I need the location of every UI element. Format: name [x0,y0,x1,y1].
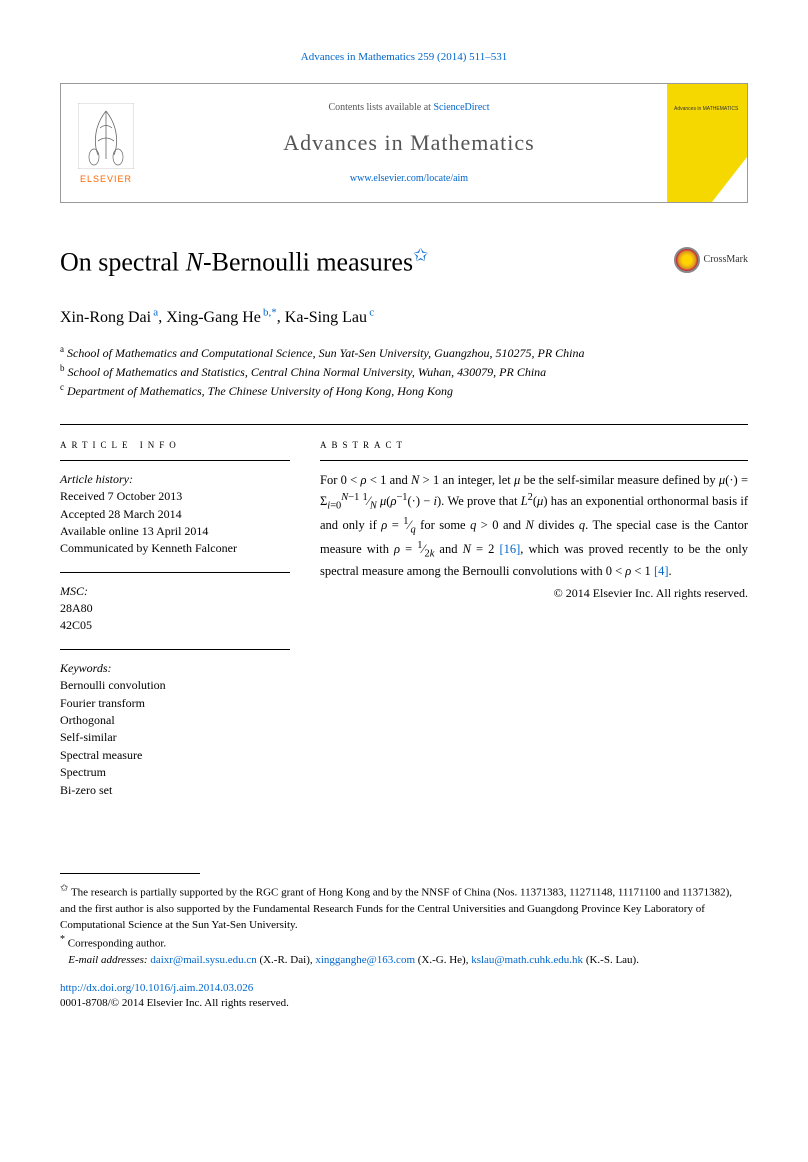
issn-copyright: 0001-8708/© 2014 Elsevier Inc. All right… [60,997,289,1009]
affiliation-list: a School of Mathematics and Computationa… [60,343,748,400]
abstract-copyright: © 2014 Elsevier Inc. All rights reserved… [320,585,748,602]
elsevier-logo[interactable]: ELSEVIER [61,84,151,202]
keywords-block: Keywords: Bernoulli convolutionFourier t… [60,660,290,799]
publisher-center: Contents lists available at ScienceDirec… [151,84,667,202]
contents-prefix: Contents lists available at [328,102,433,113]
divider [60,572,290,573]
history-line: Available online 13 April 2014 [60,523,290,540]
email-label: E-mail addresses: [68,954,147,966]
email-link[interactable]: xingganghe@163.com [315,954,415,966]
corr-mark: * [60,934,65,945]
funding-star-icon[interactable]: ✩ [413,245,428,265]
article-info-heading: article info [60,429,290,461]
author-affil-sup[interactable]: a [151,306,158,318]
email-footnote: E-mail addresses: daixr@mail.sysu.edu.cn… [60,953,748,969]
author: Xing-Gang He b,* [166,309,277,326]
doi-link[interactable]: http://dx.doi.org/10.1016/j.aim.2014.03.… [60,982,253,994]
corresponding-footnote: * Corresponding author. [60,933,748,953]
keyword: Fourier transform [60,695,290,712]
title-text: On spectral N-Bernoulli measures [60,248,413,277]
author-affil-sup[interactable]: c [367,306,374,318]
author: Ka-Sing Lau c [285,309,374,326]
journal-name: Advances in Mathematics [283,128,535,159]
citation-header[interactable]: Advances in Mathematics 259 (2014) 511–5… [60,50,748,65]
divider [60,649,290,650]
article-title: On spectral N-Bernoulli measures✩ [60,243,428,281]
affil-label: c [60,382,64,392]
affil-label: b [60,363,65,373]
abstract-text: For 0 < ρ < 1 and N > 1 an integer, let … [320,471,748,581]
affiliation: b School of Mathematics and Statistics, … [60,362,748,381]
elsevier-wordmark: ELSEVIER [80,173,132,186]
keyword: Bernoulli convolution [60,677,290,694]
cover-fold-icon [712,157,747,202]
footnotes: ✩ The research is partially supported by… [60,882,748,969]
keyword: Spectral measure [60,747,290,764]
publisher-box: ELSEVIER Contents lists available at Sci… [60,83,748,203]
journal-homepage-link[interactable]: www.elsevier.com/locate/aim [350,172,468,186]
affiliation: c Department of Mathematics, The Chinese… [60,381,748,400]
keyword: Bi-zero set [60,782,290,799]
msc-label: MSC: [60,583,290,600]
keyword: Orthogonal [60,712,290,729]
article-history-block: Article history: Received 7 October 2013… [60,471,290,558]
email-who: (X.-G. He) [418,954,466,966]
abstract-heading: abstract [320,429,748,461]
msc-code: 42C05 [60,617,290,634]
contents-available-line: Contents lists available at ScienceDirec… [328,101,489,115]
affil-label: a [60,344,64,354]
crossmark-icon [674,247,700,273]
email-link[interactable]: kslau@math.cuhk.edu.hk [471,954,583,966]
article-info-column: article info Article history: Received 7… [60,429,290,813]
funding-text: The research is partially supported by t… [60,887,732,931]
email-who: (K.-S. Lau) [586,954,636,966]
author-affil-sup[interactable]: b,* [261,306,277,318]
affiliation: a School of Mathematics and Computationa… [60,343,748,362]
msc-code: 28A80 [60,600,290,617]
keyword: Self-similar [60,729,290,746]
footnote-separator [60,873,200,874]
email-link[interactable]: daixr@mail.sysu.edu.cn [150,954,256,966]
corr-text: Corresponding author. [68,938,166,950]
doi-block: http://dx.doi.org/10.1016/j.aim.2014.03.… [60,981,748,1012]
keywords-label: Keywords: [60,660,290,677]
crossmark-badge[interactable]: CrossMark [674,247,748,273]
journal-cover-thumbnail[interactable]: Advances in MATHEMATICS [667,84,747,202]
abstract-column: abstract For 0 < ρ < 1 and N > 1 an inte… [320,429,748,813]
cover-title: Advances in MATHEMATICS [674,106,738,113]
history-line: Accepted 28 March 2014 [60,506,290,523]
history-line: Received 7 October 2013 [60,488,290,505]
funding-mark: ✩ [60,883,68,894]
funding-footnote: ✩ The research is partially supported by… [60,882,748,933]
elsevier-tree-icon [76,101,136,171]
sciencedirect-link[interactable]: ScienceDirect [433,102,489,113]
history-line: Communicated by Kenneth Falconer [60,540,290,557]
author: Xin-Rong Dai a [60,309,158,326]
msc-block: MSC: 28A8042C05 [60,583,290,635]
keyword: Spectrum [60,764,290,781]
author-list: Xin-Rong Dai a, Xing-Gang He b,*, Ka-Sin… [60,305,748,329]
crossmark-label: CrossMark [704,253,748,267]
email-who: (X.-R. Dai) [259,954,309,966]
history-label: Article history: [60,471,290,488]
